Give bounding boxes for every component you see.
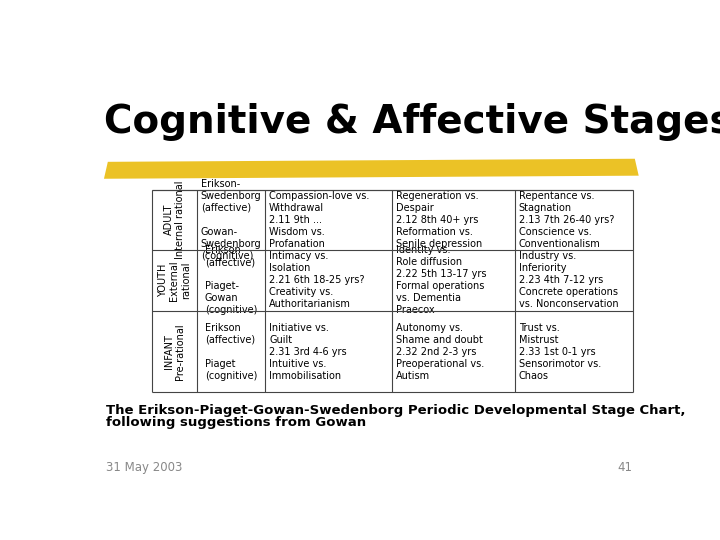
Text: The Erikson-Piaget-Gowan-Swedenborg Periodic Developmental Stage Chart,: The Erikson-Piaget-Gowan-Swedenborg Peri…	[106, 403, 685, 416]
Text: Repentance vs.
Stagnation
2.13 7th 26-40 yrs?
Conscience vs.
Conventionalism: Repentance vs. Stagnation 2.13 7th 26-40…	[518, 191, 614, 248]
Text: Autonomy vs.
Shame and doubt
2.32 2nd 2-3 yrs
Preoperational vs.
Autism: Autonomy vs. Shame and doubt 2.32 2nd 2-…	[396, 322, 485, 381]
Text: Identity vs.
Role diffusion
2.22 5th 13-17 yrs
Formal operations
vs. Dementia
Pr: Identity vs. Role diffusion 2.22 5th 13-…	[396, 245, 487, 315]
Text: Trust vs.
Mistrust
2.33 1st 0-1 yrs
Sensorimotor vs.
Chaos: Trust vs. Mistrust 2.33 1st 0-1 yrs Sens…	[518, 322, 600, 381]
Text: Regeneration vs.
Despair
2.12 8th 40+ yrs
Reformation vs.
Senile depression: Regeneration vs. Despair 2.12 8th 40+ yr…	[396, 191, 482, 248]
Text: following suggestions from Gowan: following suggestions from Gowan	[106, 416, 366, 429]
Text: 41: 41	[618, 462, 632, 475]
Polygon shape	[104, 159, 639, 179]
Text: 31 May 2003: 31 May 2003	[106, 462, 182, 475]
Text: Initiative vs.
Guilt
2.31 3rd 4-6 yrs
Intuitive vs.
Immobilisation: Initiative vs. Guilt 2.31 3rd 4-6 yrs In…	[269, 322, 346, 381]
Text: Intimacy vs.
Isolation
2.21 6th 18-25 yrs?
Creativity vs.
Authoritarianism: Intimacy vs. Isolation 2.21 6th 18-25 yr…	[269, 252, 364, 309]
Text: Erikson
(affective)

Piaget
(cognitive): Erikson (affective) Piaget (cognitive)	[205, 322, 257, 381]
Text: Erikson
(affective)

Piaget-
Gowan
(cognitive): Erikson (affective) Piaget- Gowan (cogni…	[205, 245, 257, 315]
Text: YOUTH
External
rational: YOUTH External rational	[158, 260, 191, 301]
Text: ADULT
Internal rational: ADULT Internal rational	[163, 180, 185, 259]
Text: Cognitive & Affective Stages: Cognitive & Affective Stages	[104, 103, 720, 141]
Text: Industry vs.
Inferiority
2.23 4th 7-12 yrs
Concrete operations
vs. Nonconservati: Industry vs. Inferiority 2.23 4th 7-12 y…	[518, 252, 618, 309]
Text: INFANT
Pre-rational: INFANT Pre-rational	[163, 323, 185, 380]
Text: Erikson-
Swedenborg
(affective)

Gowan-
Swedenborg
(cognitive): Erikson- Swedenborg (affective) Gowan- S…	[201, 179, 261, 261]
Text: Compassion-love vs.
Withdrawal
2.11 9th ...
Wisdom vs.
Profanation: Compassion-love vs. Withdrawal 2.11 9th …	[269, 191, 369, 248]
